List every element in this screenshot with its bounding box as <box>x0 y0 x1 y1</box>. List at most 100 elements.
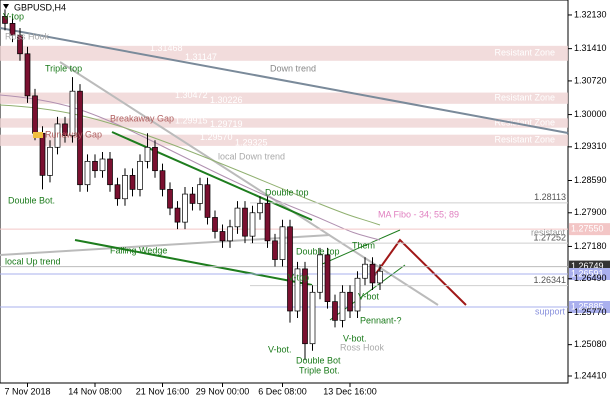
candle-body <box>107 158 113 186</box>
down-trend-line <box>0 27 569 134</box>
annotation: Double top <box>265 187 309 197</box>
y-tick-label: 1.28590 <box>574 175 607 185</box>
price-tag-label: 1.26749 <box>571 261 604 271</box>
candle-body <box>339 291 346 321</box>
annotation: V-top <box>3 11 24 21</box>
candle-body <box>287 226 293 312</box>
candle-body <box>144 146 151 162</box>
candle-body <box>219 231 226 242</box>
annotation: V-bot. <box>268 344 292 354</box>
zone-to-label: 1.31147 <box>185 52 217 62</box>
price-tag-label: 1.26591 <box>571 268 604 278</box>
resistant-zone <box>0 134 568 146</box>
candle-body <box>347 291 353 312</box>
annotation: Breakaway Gap <box>110 113 174 123</box>
y-tick-label: 1.29310 <box>574 141 607 151</box>
y-tick-label: 1.26490 <box>574 273 607 283</box>
annotation: Ross Hook <box>5 31 50 41</box>
side-label: support <box>535 306 566 316</box>
candle-body <box>197 184 203 204</box>
candle-body <box>32 95 38 134</box>
title-icon <box>3 4 9 9</box>
candle-body <box>204 184 211 218</box>
candle-body <box>17 34 23 55</box>
candle-body <box>317 254 323 293</box>
resistant-zone <box>0 45 568 61</box>
candle-body <box>362 263 368 279</box>
wedge-top-line <box>111 131 313 221</box>
price-tag-label: 1.27550 <box>571 224 604 234</box>
annotation: Pennant-? <box>360 315 402 325</box>
y-tick-label: 1.27900 <box>574 207 607 217</box>
x-tick-label: 7 Nov 2018 <box>4 386 50 396</box>
candle-body <box>242 207 248 237</box>
zone-from-label: 1.29570 <box>200 132 233 142</box>
annotation: Them <box>352 240 375 250</box>
annotation: Double top <box>296 246 340 256</box>
chart-title: GBPUSD,H4 <box>14 2 66 12</box>
annotation: Runaway Gap <box>45 129 102 139</box>
zone-label: Resistant Zone <box>494 93 555 103</box>
zone-label: Resistant Zone <box>494 48 555 58</box>
zone-to-label: 1.29325 <box>235 137 268 147</box>
x-tick-label: 29 Nov 00:00 <box>196 386 250 396</box>
candle-body <box>309 291 316 345</box>
x-tick-label: 6 Dec 08:00 <box>258 386 307 396</box>
y-tick-label: 1.32130 <box>574 9 607 19</box>
y-tick-label: 1.31410 <box>574 43 607 53</box>
x-tick-label: 13 Dec 16:00 <box>323 386 377 396</box>
annotation: Triple Bot. <box>299 365 340 375</box>
pennant-top-line <box>319 229 401 266</box>
resistant-zone <box>0 118 568 128</box>
candle-body <box>77 90 83 186</box>
zone-from-label: 1.31468 <box>150 43 183 53</box>
candle-body <box>279 226 286 260</box>
annotation: V-bot. <box>343 333 367 343</box>
candle-body <box>369 263 376 284</box>
candle-body <box>47 146 53 176</box>
candle-body <box>9 23 16 36</box>
candle-body <box>182 193 188 223</box>
y-tick-label: 1.24410 <box>574 370 607 380</box>
x-tick-label: 14 Nov 08:00 <box>68 386 122 396</box>
candle-body <box>264 203 271 242</box>
price-tag <box>569 267 610 280</box>
candle-body <box>54 123 61 148</box>
price-level-label: 1.27252 <box>533 232 566 242</box>
y-tick-label: 1.30000 <box>574 109 607 119</box>
price-tag <box>569 301 610 314</box>
candle-body <box>234 207 241 228</box>
zone-from-label: 1.29915 <box>175 116 208 126</box>
candle-body <box>167 189 173 209</box>
annotation: Double Bot. <box>8 195 55 205</box>
candle-body <box>302 268 308 345</box>
candle-body <box>129 175 136 190</box>
candle-body <box>92 160 98 172</box>
y-tick-label: 1.25770 <box>574 307 607 317</box>
candle-body <box>2 16 8 24</box>
annotation: MA Fibo - 34; 55; 89 <box>378 209 459 219</box>
annotation: Double Bot <box>296 355 341 365</box>
candle-body <box>377 270 383 284</box>
candle-body <box>257 203 263 214</box>
candle-body <box>62 123 68 136</box>
candle-body <box>249 212 256 237</box>
annotation: Down trend <box>270 63 316 73</box>
y-tick-label: 1.30720 <box>574 75 607 85</box>
candle-body <box>354 277 361 312</box>
annotation: local Down trend <box>218 151 285 161</box>
zone-to-label: 1.30226 <box>210 95 243 105</box>
price-tag <box>569 223 610 236</box>
y-tick-label: 1.25080 <box>574 339 607 349</box>
zone-from-label: 1.30472 <box>175 90 208 100</box>
candle-body <box>294 268 301 312</box>
candle-body <box>39 132 46 176</box>
candle-body <box>122 175 128 200</box>
candle-body <box>152 146 158 172</box>
y-tick-label: 1.27180 <box>574 241 607 251</box>
x-tick-label: 21 Nov 16:00 <box>136 386 190 396</box>
candle-body <box>332 301 338 321</box>
candle-body <box>159 170 166 190</box>
resistant-zone <box>0 92 568 104</box>
